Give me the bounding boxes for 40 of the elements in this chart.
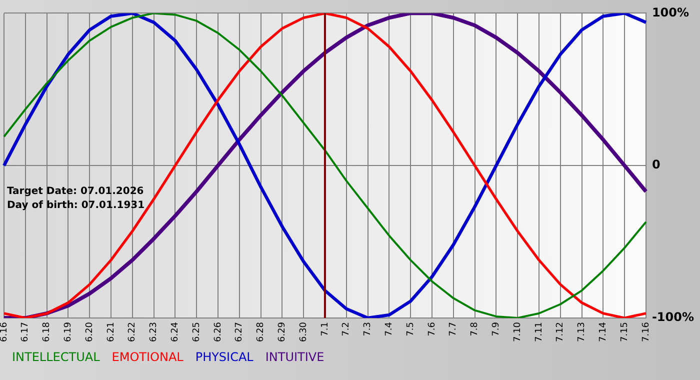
x-tick-label: 7.13 [577, 322, 588, 342]
x-tick-label: 7.15 [620, 322, 630, 342]
x-tick-label: 6.20 [84, 322, 95, 342]
y-tick-label: 100% [652, 5, 690, 20]
text: INTELLECTUAL [12, 350, 100, 364]
x-tick-label: 6.22 [128, 322, 138, 342]
x-tick-label: 7.7 [448, 322, 459, 336]
annotation: Target Date: 07.01.2026 [7, 186, 144, 198]
x-tick-label: 7.11 [534, 322, 544, 342]
x-tick-label: 7.6 [427, 322, 438, 336]
x-tick-label: 7.2 [342, 322, 352, 336]
x-tick-label: 7.12 [556, 322, 566, 342]
text: INTUITIVE [265, 350, 324, 364]
x-tick-label: 7.3 [363, 322, 374, 336]
x-tick-label: 7.14 [598, 322, 608, 342]
x-tick-label: 6.24 [170, 322, 181, 342]
x-tick-label: 6.25 [192, 322, 202, 342]
x-tick-label: 6.17 [20, 322, 31, 342]
x-tick-label: 6.21 [106, 322, 116, 342]
x-tick-label: 6.18 [42, 322, 52, 342]
text: EMOTIONAL [112, 350, 184, 364]
x-tick-label: 6.29 [278, 322, 288, 342]
x-tick-label: 6.26 [213, 322, 224, 342]
x-tick-label: 6.23 [149, 322, 160, 342]
x-tick-label: 6.30 [298, 322, 309, 342]
x-tick-label: 6.16 [0, 322, 10, 342]
x-tick-label: 7.4 [384, 322, 395, 336]
annotation: Day of birth: 07.01.1931 [7, 200, 145, 212]
x-tick-label: 7.1 [320, 322, 330, 336]
y-tick-label: -100% [652, 310, 694, 324]
x-tick-label: 6.28 [256, 322, 266, 342]
x-tick-label: 7.10 [512, 322, 523, 342]
text: PHYSICAL [195, 350, 254, 364]
x-tick-label: 7.16 [641, 322, 652, 342]
x-tick-label: 7.9 [492, 322, 502, 336]
x-tick-label: 7.5 [406, 322, 416, 336]
x-tick-label: 6.19 [64, 322, 74, 342]
y-tick-label: 0 [652, 158, 660, 172]
x-tick-label: 7.8 [470, 322, 480, 336]
x-tick-label: 6.27 [234, 322, 245, 342]
